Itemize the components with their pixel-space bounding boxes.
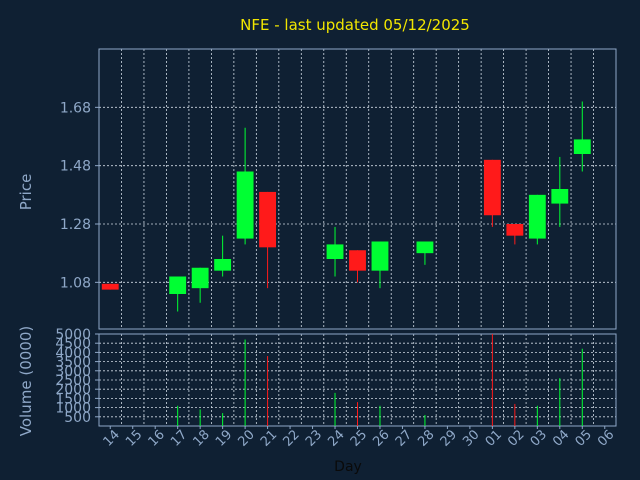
x-axis-label: Day xyxy=(334,459,362,475)
price-y-ticks: 1.08 1.28 1.48 1.68 xyxy=(60,100,99,291)
candle-28 xyxy=(416,241,434,265)
volume-tick-label: 4000 xyxy=(55,345,91,361)
chart-title: NFE - last updated 05/12/2025 xyxy=(240,16,470,34)
candle-body xyxy=(169,276,187,294)
candle-04 xyxy=(551,156,569,227)
volume-grid xyxy=(99,333,616,426)
candle-20 xyxy=(236,127,254,245)
price-tick-label: 1.28 xyxy=(60,217,91,233)
candle-03 xyxy=(528,194,546,245)
candle-body xyxy=(551,189,569,204)
candle-05 xyxy=(573,101,591,172)
volume-panel: 500100015002000250030003500400045005000 … xyxy=(17,326,617,436)
candle-25 xyxy=(349,250,366,283)
price-tick-label: 1.08 xyxy=(60,275,91,291)
candle-body xyxy=(259,191,277,248)
candle-body xyxy=(236,171,254,239)
candle-body xyxy=(371,241,389,271)
x-axis-ticks: 14 15 16 17 18 19 20 21 22 23 24 25 26 27 28 29 30 01 02 03… xyxy=(101,426,617,450)
price-grid xyxy=(99,49,616,329)
volume-tick-label: 500 xyxy=(64,410,91,426)
candle-body xyxy=(101,283,119,290)
volume-bars xyxy=(177,334,583,426)
price-tick-label: 1.48 xyxy=(60,159,91,175)
candle-body xyxy=(506,224,524,236)
candle-02 xyxy=(506,224,524,245)
volume-tick-label: 3000 xyxy=(55,364,91,380)
candle-body xyxy=(416,241,434,254)
volume-axis-label: Volume (0000) xyxy=(17,326,35,436)
candle-body xyxy=(573,139,591,154)
candle-24 xyxy=(326,226,344,277)
price-frame xyxy=(98,48,617,330)
candle-body xyxy=(483,159,501,216)
volume-tick-label: 5000 xyxy=(55,327,91,343)
candle-body xyxy=(214,259,232,271)
price-panel: 1.08 1.28 1.48 1.68 Price xyxy=(17,48,617,330)
volume-tick-label: 1000 xyxy=(55,401,91,417)
candle-18 xyxy=(191,267,209,303)
candle-17 xyxy=(169,276,187,312)
candle-26 xyxy=(371,241,389,289)
volume-tick-label: 2000 xyxy=(55,382,91,398)
candle-body xyxy=(349,250,366,271)
price-axis-label: Price xyxy=(17,174,35,211)
volume-tick-label: 2500 xyxy=(55,373,91,389)
candles xyxy=(101,101,591,312)
candle-19 xyxy=(214,235,232,277)
candle-body xyxy=(528,194,546,239)
candle-body xyxy=(326,244,344,259)
price-tick-label: 1.68 xyxy=(60,100,91,116)
candle-14 xyxy=(101,283,119,290)
volume-tick-label: 3500 xyxy=(55,355,91,371)
volume-tick-label: 4500 xyxy=(55,336,91,352)
candle-body xyxy=(191,267,209,289)
volume-tick-label: 1500 xyxy=(55,391,91,407)
candle-21 xyxy=(259,191,277,289)
candle-01 xyxy=(483,159,501,227)
